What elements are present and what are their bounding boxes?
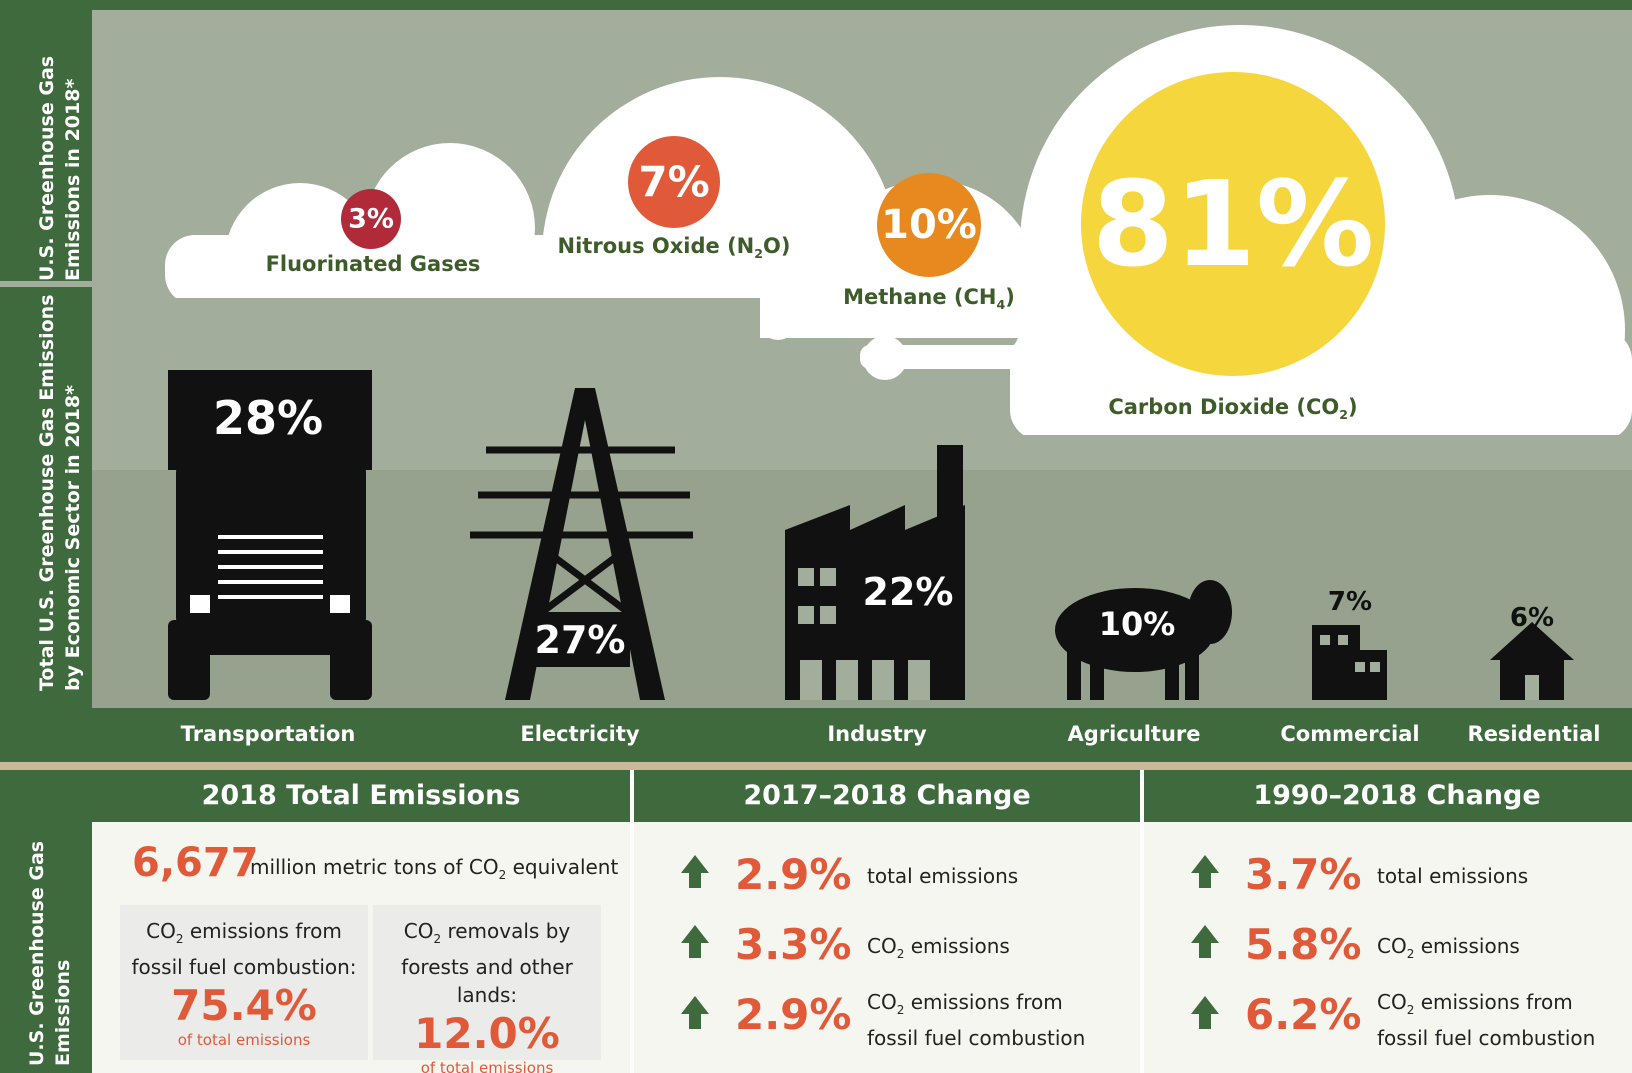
subscript: 2 — [1339, 407, 1348, 422]
divider — [630, 770, 634, 1073]
sector-name: Transportation — [181, 722, 356, 746]
text: CO — [404, 919, 434, 943]
text: emissions from fossil fuel combustion — [867, 990, 1085, 1050]
text: million metric tons of CO — [250, 855, 499, 879]
text: CO — [867, 990, 897, 1014]
subscript: 2 — [176, 932, 184, 946]
box-value: 12.0% — [373, 1009, 601, 1059]
change-value: 6.2% — [1245, 990, 1361, 1039]
sector-value: 28% — [213, 391, 323, 445]
text: CO — [867, 934, 897, 958]
sector-value: 22% — [863, 570, 954, 614]
gas-value: 3% — [348, 204, 394, 235]
sector-value: 27% — [535, 618, 626, 662]
text: Methane (CH — [843, 285, 996, 309]
text: emissions — [904, 934, 1009, 958]
text: CO — [146, 919, 176, 943]
change-label: CO2 emissions — [1377, 932, 1617, 968]
stat-box: CO2 emissions from fossil fuel combustio… — [120, 905, 368, 1060]
gas-name: Methane (CH4) — [843, 285, 1015, 312]
text: emissions — [1414, 934, 1519, 958]
divider — [1140, 770, 1144, 1073]
sector-value: 10% — [1099, 605, 1176, 643]
change-value: 3.3% — [735, 920, 851, 969]
text: CO — [1377, 934, 1407, 958]
sector-name: Commercial — [1280, 722, 1419, 746]
change-label: total emissions — [867, 862, 1107, 890]
gap — [0, 762, 1632, 770]
sector-name: Industry — [827, 722, 926, 746]
text: CO — [1377, 990, 1407, 1014]
change-label: CO2 emissions — [867, 932, 1107, 968]
box-note: of total emissions — [373, 1059, 601, 1073]
subscript: 2 — [433, 932, 441, 946]
text: Carbon Dioxide (CO — [1108, 395, 1339, 419]
text: ) — [1348, 395, 1358, 419]
box-note: of total emissions — [120, 1031, 368, 1049]
change-label: total emissions — [1377, 862, 1617, 890]
text: emissions from fossil fuel combustion — [1377, 990, 1595, 1050]
box-value: 75.4% — [120, 981, 368, 1031]
text: ) — [1005, 285, 1015, 309]
gas-name: Carbon Dioxide (CO2) — [1108, 395, 1357, 422]
change-label: CO2 emissions from fossil fuel combustio… — [867, 988, 1107, 1052]
change-label: CO2 emissions from fossil fuel combustio… — [1377, 988, 1617, 1052]
infographic: U.S. Greenhouse Gas Emissions in 2018*To… — [0, 0, 1632, 1073]
text: Nitrous Oxide (N — [558, 234, 755, 258]
text: Fluorinated Gases — [266, 252, 481, 276]
panel-title: 2017–2018 Change — [743, 780, 1030, 811]
total-text: million metric tons of CO2 equivalent — [250, 855, 618, 882]
gas-value: 10% — [881, 202, 977, 248]
box-label: CO2 emissions from fossil fuel combustio… — [120, 917, 368, 981]
panel-title: 1990–2018 Change — [1253, 780, 1540, 811]
change-value: 3.7% — [1245, 850, 1361, 899]
frame — [0, 0, 1632, 10]
sector-name: Electricity — [520, 722, 639, 746]
side-label: Total U.S. Greenhouse Gas Emissions by E… — [34, 281, 86, 691]
panel-title: 2018 Total Emissions — [202, 780, 521, 811]
subscript: 4 — [997, 297, 1006, 312]
gas-name: Nitrous Oxide (N2O) — [558, 234, 791, 261]
side-label: U.S. Greenhouse Gas Emissions in 2018* — [34, 11, 86, 281]
total-value: 6,677 — [132, 840, 259, 886]
text: total emissions — [1377, 864, 1528, 888]
text: total emissions — [867, 864, 1018, 888]
gas-value: 81% — [1092, 155, 1374, 293]
sector-value: 6% — [1510, 603, 1554, 633]
text: equivalent — [506, 855, 618, 879]
sector-value: 7% — [1328, 587, 1372, 617]
side-label: U.S. Greenhouse Gas Emissions — [24, 826, 76, 1066]
change-value: 2.9% — [735, 850, 851, 899]
text: O) — [763, 234, 790, 258]
gas-value: 7% — [638, 158, 709, 207]
box-label: CO2 removals by forests and other lands: — [373, 917, 601, 1009]
stat-box: CO2 removals by forests and other lands:… — [373, 905, 601, 1060]
change-value: 2.9% — [735, 990, 851, 1039]
gas-name: Fluorinated Gases — [266, 252, 481, 276]
sector-name: Residential — [1468, 722, 1601, 746]
sector-name: Agriculture — [1067, 722, 1200, 746]
change-value: 5.8% — [1245, 920, 1361, 969]
